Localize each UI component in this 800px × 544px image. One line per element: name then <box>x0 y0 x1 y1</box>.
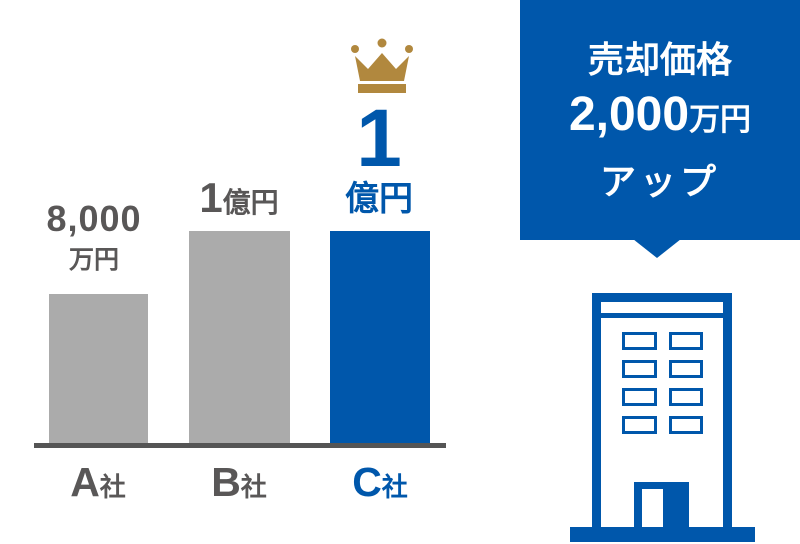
bar-value-label-c: 1 億円 <box>327 93 431 218</box>
category-a-letter: A <box>70 459 100 505</box>
value-b-unit: 億円 <box>222 187 279 218</box>
bar-value-label-b: 1億円 <box>187 177 291 221</box>
crown-icon <box>351 38 413 93</box>
bar-company-b <box>189 231 290 443</box>
category-c-letter: C <box>352 459 382 505</box>
category-label-c: C社 <box>318 462 442 504</box>
callout-bubble: 売却価格 2,000万円 アップ <box>520 0 800 240</box>
value-b-amount: 1 <box>199 174 223 221</box>
callout-pointer-triangle <box>633 239 681 258</box>
category-a-suffix: 社 <box>99 472 126 502</box>
category-b-letter: B <box>211 459 241 505</box>
building-icon <box>570 293 755 542</box>
category-label-a: A社 <box>38 462 158 504</box>
category-b-suffix: 社 <box>240 472 267 502</box>
category-label-b: B社 <box>179 462 299 504</box>
building-windows <box>622 332 703 434</box>
bar-value-label-a: 8,000 万円 <box>27 198 161 275</box>
value-c-unit: 億円 <box>345 180 413 218</box>
category-c-suffix: 社 <box>381 472 408 502</box>
callout-amount-unit: 万円 <box>689 101 752 137</box>
callout-amount-line: 2,000万円 <box>520 87 800 151</box>
bar-company-a <box>49 294 148 443</box>
x-axis-line <box>34 443 446 448</box>
bar-company-c-highlight <box>330 231 430 443</box>
callout-title: 売却価格 <box>587 38 732 80</box>
value-a-unit: 万円 <box>68 246 119 274</box>
value-a-amount: 8,000 <box>46 198 142 239</box>
building-door <box>642 489 663 527</box>
callout-up-text: アップ <box>599 160 720 202</box>
value-c-amount: 1 <box>356 93 402 184</box>
callout-amount: 2,000 <box>568 87 690 141</box>
